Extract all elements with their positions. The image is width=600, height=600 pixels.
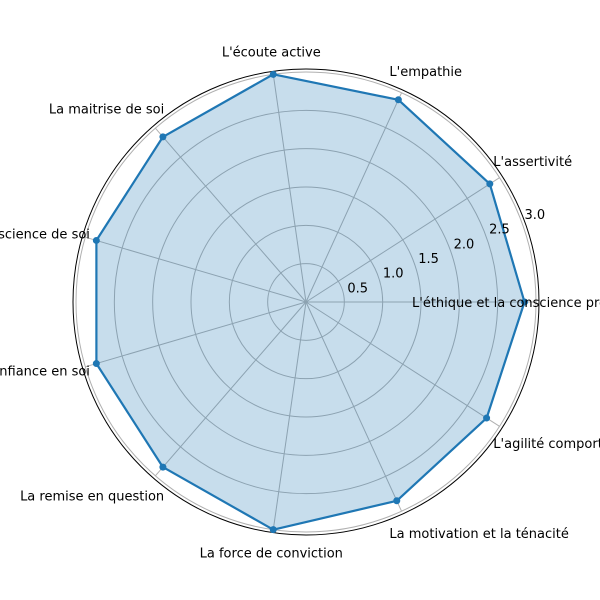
grid-spoke — [155, 301, 307, 477]
category-label: La remise en question — [20, 489, 164, 504]
grid-spoke — [155, 127, 307, 303]
category-label: La confiance en soi — [0, 365, 90, 380]
category-label: La maitrise de soi — [49, 103, 164, 118]
category-label: L'empathie — [389, 65, 462, 80]
grid-spoke — [85, 301, 307, 368]
grid-layer — [72, 68, 540, 536]
category-label: La force de conviction — [200, 547, 343, 562]
data-point — [159, 133, 167, 141]
data-point — [269, 526, 277, 534]
radial-tick-label: 2.5 — [489, 223, 510, 238]
data-point — [394, 96, 402, 104]
radial-tick-label: 2.0 — [454, 237, 475, 252]
data-point — [92, 236, 100, 244]
series-area — [96, 74, 525, 530]
radial-tick-label: 0.5 — [347, 281, 368, 296]
data-point — [486, 180, 494, 188]
grid-spoke — [305, 92, 403, 303]
data-point — [92, 360, 100, 368]
data-point — [159, 463, 167, 471]
data-point — [393, 497, 401, 505]
category-label: L'éthique et la conscience professionnel… — [412, 296, 600, 311]
grid-spoke — [272, 74, 307, 303]
category-label: L'assertivité — [493, 155, 572, 170]
polar-frame — [72, 68, 540, 536]
series-line — [95, 73, 526, 531]
radial-tick-label: 3.0 — [524, 208, 545, 223]
label-layer: 0.5 1.0 1.5 2.0 2.5 3.0 L'éthique et la consci… — [0, 46, 600, 562]
category-label: La motivation et la ténacité — [389, 527, 568, 542]
grid-spoke — [305, 301, 500, 427]
data-layer — [92, 70, 528, 534]
grid-spoke — [85, 236, 307, 303]
data-point — [521, 298, 528, 306]
grid-spoke — [305, 301, 403, 512]
category-label: L'agilité comportementale — [493, 437, 600, 452]
category-label: L'écoute active — [222, 46, 321, 61]
grid-spoke — [272, 301, 307, 530]
category-label: La conscience de soi — [0, 227, 90, 242]
data-point — [483, 414, 491, 422]
grid-spoke — [305, 177, 500, 303]
radial-tick-label: 1.5 — [418, 252, 439, 267]
radial-tick-label: 1.0 — [383, 267, 404, 282]
data-point — [269, 70, 277, 78]
